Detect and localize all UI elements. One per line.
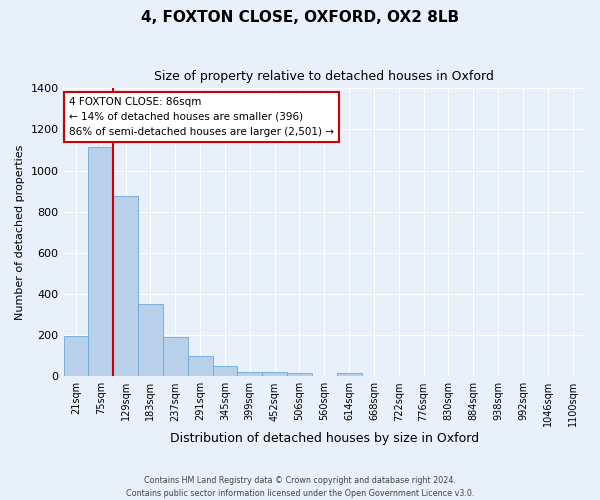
- Bar: [163, 337, 188, 376]
- Bar: [88, 147, 113, 376]
- X-axis label: Distribution of detached houses by size in Oxford: Distribution of detached houses by size …: [170, 432, 479, 445]
- Bar: [262, 372, 287, 376]
- Bar: [188, 356, 212, 376]
- Bar: [238, 372, 262, 376]
- Text: Contains HM Land Registry data © Crown copyright and database right 2024.
Contai: Contains HM Land Registry data © Crown c…: [126, 476, 474, 498]
- Bar: [113, 196, 138, 376]
- Bar: [287, 372, 312, 376]
- Title: Size of property relative to detached houses in Oxford: Size of property relative to detached ho…: [154, 70, 494, 83]
- Bar: [212, 366, 238, 376]
- Y-axis label: Number of detached properties: Number of detached properties: [15, 144, 25, 320]
- Bar: [337, 373, 362, 376]
- Text: 4, FOXTON CLOSE, OXFORD, OX2 8LB: 4, FOXTON CLOSE, OXFORD, OX2 8LB: [141, 10, 459, 25]
- Text: 4 FOXTON CLOSE: 86sqm
← 14% of detached houses are smaller (396)
86% of semi-det: 4 FOXTON CLOSE: 86sqm ← 14% of detached …: [69, 97, 334, 136]
- Bar: [64, 336, 88, 376]
- Bar: [138, 304, 163, 376]
